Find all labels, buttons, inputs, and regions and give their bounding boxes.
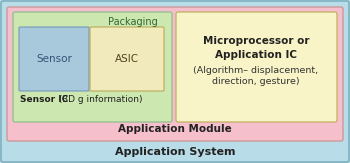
FancyBboxPatch shape: [176, 12, 337, 122]
Text: (Algorithm– displacement,
direction, gesture): (Algorithm– displacement, direction, ges…: [194, 66, 318, 86]
Text: (3D g information): (3D g information): [56, 96, 142, 104]
FancyBboxPatch shape: [13, 12, 172, 122]
Text: Sensor: Sensor: [36, 54, 72, 64]
Text: Packaging: Packaging: [108, 17, 158, 27]
Text: Microprocessor or
Application IC: Microprocessor or Application IC: [203, 36, 309, 60]
Text: Sensor IC: Sensor IC: [20, 96, 68, 104]
FancyBboxPatch shape: [90, 27, 164, 91]
Text: Application System: Application System: [115, 147, 235, 157]
Text: Application Module: Application Module: [118, 124, 232, 134]
FancyBboxPatch shape: [19, 27, 89, 91]
FancyBboxPatch shape: [7, 7, 343, 141]
Text: ASIC: ASIC: [115, 54, 139, 64]
